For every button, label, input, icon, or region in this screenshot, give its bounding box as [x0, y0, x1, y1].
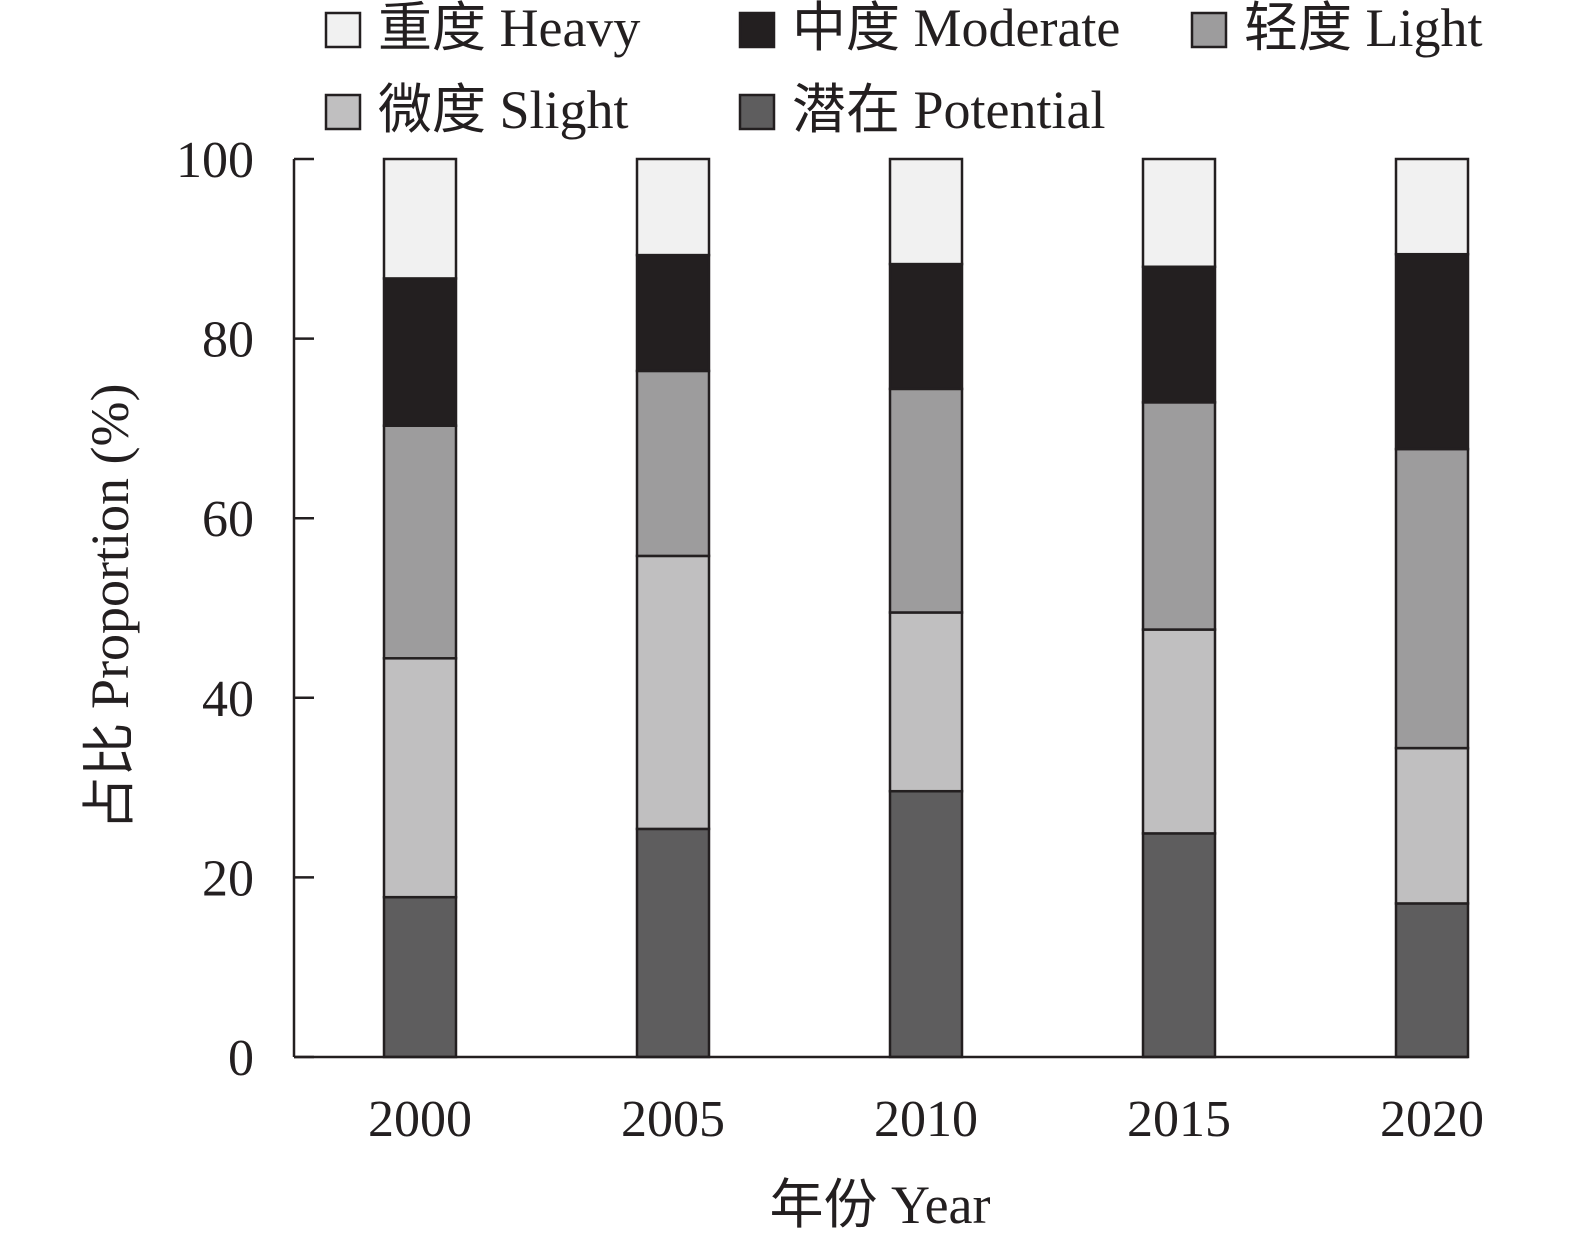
bar-2000-potential [382, 895, 458, 1059]
x-tick-label-2015: 2015 [1127, 1091, 1231, 1148]
bar-2005-light [635, 369, 711, 558]
bar-2015-potential [1141, 832, 1217, 1059]
bar-2015-heavy [1141, 157, 1217, 269]
bar-2000-slight [382, 657, 458, 899]
bar-2010-moderate [888, 262, 964, 391]
x-tick-label-2005: 2005 [621, 1091, 725, 1148]
bar-2005-slight [635, 554, 711, 831]
bar-2000-light [382, 424, 458, 660]
bar-2010-slight [888, 611, 964, 793]
legend-label-heavy: 重度 Heavy [378, 0, 640, 58]
x-tick-label-2020: 2020 [1380, 1091, 1484, 1148]
legend-swatch-potential [738, 93, 776, 131]
legend-label-potential: 潜在 Potential [792, 80, 1105, 140]
y-tick-label-20: 20 [202, 850, 254, 907]
x-tick-label-2000: 2000 [368, 1091, 472, 1148]
legend-label-moderate: 中度 Moderate [792, 0, 1120, 58]
bar-2020-slight [1394, 746, 1470, 905]
legend-swatch-slight [324, 93, 362, 131]
bar-2010-heavy [888, 157, 964, 266]
bar-2020-potential [1394, 902, 1470, 1059]
bar-2005-heavy [635, 157, 711, 257]
legend: 重度 Heavy 中度 Moderate 轻度 Light 微度 Slight 潜在 P… [324, 0, 1483, 140]
axes-group [292, 159, 1468, 1059]
bar-2000-moderate [382, 277, 458, 427]
bar-2015-slight [1141, 628, 1217, 835]
legend-label-slight: 微度 Slight [378, 80, 629, 140]
bars-group [382, 157, 1470, 1059]
bar-2020-heavy [1394, 157, 1470, 256]
bar-2010-light [888, 387, 964, 614]
y-axis-title: 占比 Proportion (%) [80, 384, 140, 831]
legend-swatch-light [1190, 11, 1228, 49]
legend-swatch-heavy [324, 11, 362, 49]
legend-label-light: 轻度 Light [1244, 0, 1483, 58]
bar-2005-potential [635, 827, 711, 1059]
bar-2020-moderate [1394, 252, 1470, 451]
y-tick-label-0: 0 [228, 1030, 254, 1087]
x-axis-title: 年份 Year [769, 1175, 990, 1235]
bar-2000-heavy [382, 157, 458, 280]
bar-2010-potential [888, 789, 964, 1059]
y-tick-label-40: 40 [202, 671, 254, 728]
y-tick-label-80: 80 [202, 312, 254, 369]
bar-2005-moderate [635, 253, 711, 373]
bar-2015-light [1141, 401, 1217, 631]
y-tick-label-100: 100 [176, 132, 254, 189]
bar-2020-light [1394, 447, 1470, 750]
legend-swatch-moderate [738, 11, 776, 49]
ticks-group: 0 20 40 60 80 100 2000 2005 2010 2015 2020 [176, 132, 1484, 1148]
bar-2015-moderate [1141, 265, 1217, 404]
y-tick-label-60: 60 [202, 491, 254, 548]
x-tick-label-2010: 2010 [874, 1091, 978, 1148]
